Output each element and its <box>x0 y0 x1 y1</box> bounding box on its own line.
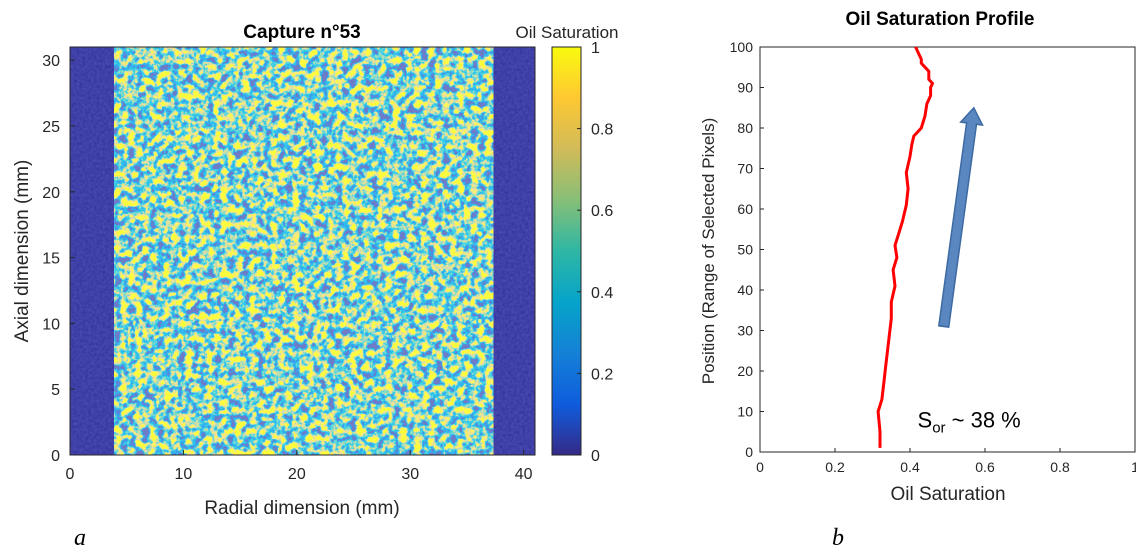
profile-x-tick-label: 0 <box>756 459 764 475</box>
profile-y-ticks: 0 10 20 30 40 50 60 70 80 90 100 <box>730 39 764 460</box>
profile-y-tick-label: 60 <box>737 201 753 217</box>
profile-x-tick-label: 0.6 <box>975 459 995 475</box>
profile-y-tick-label: 0 <box>745 444 753 460</box>
colorbar-bar <box>551 46 582 456</box>
heatmap-y-ticks: 0 5 10 15 20 25 30 <box>42 53 75 465</box>
heatmap-y-tick-label: 5 <box>51 382 60 399</box>
heatmap-x-tick-label: 10 <box>175 466 193 483</box>
profile-y-label: Position (Range of Selected Pixels) <box>699 118 718 384</box>
colorbar-tick-label: 0.2 <box>591 366 613 383</box>
heatmap-y-tick-label: 20 <box>42 185 60 202</box>
colorbar-tick-label: 0.8 <box>591 122 613 139</box>
heatmap-plot <box>69 46 536 456</box>
colorbar-tick-label: 0.4 <box>591 285 613 302</box>
heatmap-y-label: Axial dimension (mm) <box>12 160 33 343</box>
profile-y-tick-label: 30 <box>737 323 753 339</box>
profile-y-tick-label: 100 <box>730 39 754 55</box>
profile-plot-frame <box>759 46 1136 453</box>
heatmap-y-tick-label: 0 <box>51 448 60 465</box>
profile-panel: Oil Saturation Profile 0 0.2 0.4 0.6 0.8 1 0 1… <box>699 9 1136 550</box>
colorbar-label: Oil Saturation <box>516 23 619 42</box>
sor-annotation-value: ~ 38 % <box>946 408 1021 433</box>
heatmap-y-tick-label: 25 <box>42 119 60 136</box>
profile-x-tick-label: 1 <box>1131 459 1136 475</box>
profile-x-ticks: 0 0.2 0.4 0.6 0.8 1 <box>756 448 1136 475</box>
profile-x-tick-label: 0.4 <box>900 459 920 475</box>
sor-annotation-subscript: or <box>932 420 945 437</box>
profile-y-tick-label: 70 <box>737 161 753 177</box>
heatmap-y-tick-label: 15 <box>42 251 60 268</box>
colorbar-tick-label: 0 <box>591 448 600 465</box>
profile-y-tick-label: 10 <box>737 404 753 420</box>
sor-annotation: Sor ~ 38 % <box>918 408 1021 437</box>
profile-y-tick-label: 40 <box>737 282 753 298</box>
colorbar: Oil Saturation 0 0.2 0.4 0.6 0.8 1 <box>516 23 619 465</box>
heatmap-x-label: Radial dimension (mm) <box>204 498 399 519</box>
profile-y-tick-label: 50 <box>737 242 753 258</box>
profile-x-tick-label: 0.8 <box>1050 459 1070 475</box>
profile-y-tick-label: 90 <box>737 80 753 96</box>
profile-series-line <box>876 46 934 448</box>
profile-x-label: Oil Saturation <box>890 484 1005 505</box>
colorbar-tick-label: 0.6 <box>591 203 613 220</box>
trend-arrow-shape <box>937 106 984 328</box>
trend-arrow <box>937 106 984 328</box>
colorbar-ticks: 0 0.2 0.4 0.6 0.8 1 <box>577 40 613 465</box>
panel-label-b: b <box>832 525 844 550</box>
panel-label-a: a <box>74 525 86 550</box>
profile-title: Oil Saturation Profile <box>846 9 1035 30</box>
sor-annotation-main: S <box>918 408 933 433</box>
heatmap-x-tick-label: 30 <box>401 466 419 483</box>
heatmap-x-ticks: 0 10 20 30 40 <box>66 450 533 483</box>
heatmap-x-tick-label: 40 <box>515 466 533 483</box>
heatmap-sample-region <box>114 47 494 455</box>
heatmap-y-tick-label: 30 <box>42 53 60 70</box>
profile-y-tick-label: 80 <box>737 120 753 136</box>
heatmap-title: Capture n°53 <box>243 22 360 43</box>
heatmap-y-tick-label: 10 <box>42 316 60 333</box>
colorbar-tick-label: 1 <box>591 40 600 57</box>
profile-x-tick-label: 0.2 <box>825 459 845 475</box>
heatmap-x-tick-label: 0 <box>66 466 75 483</box>
heatmap-frame <box>69 46 536 456</box>
profile-y-tick-label: 20 <box>737 363 753 379</box>
heatmap-x-tick-label: 20 <box>288 466 306 483</box>
